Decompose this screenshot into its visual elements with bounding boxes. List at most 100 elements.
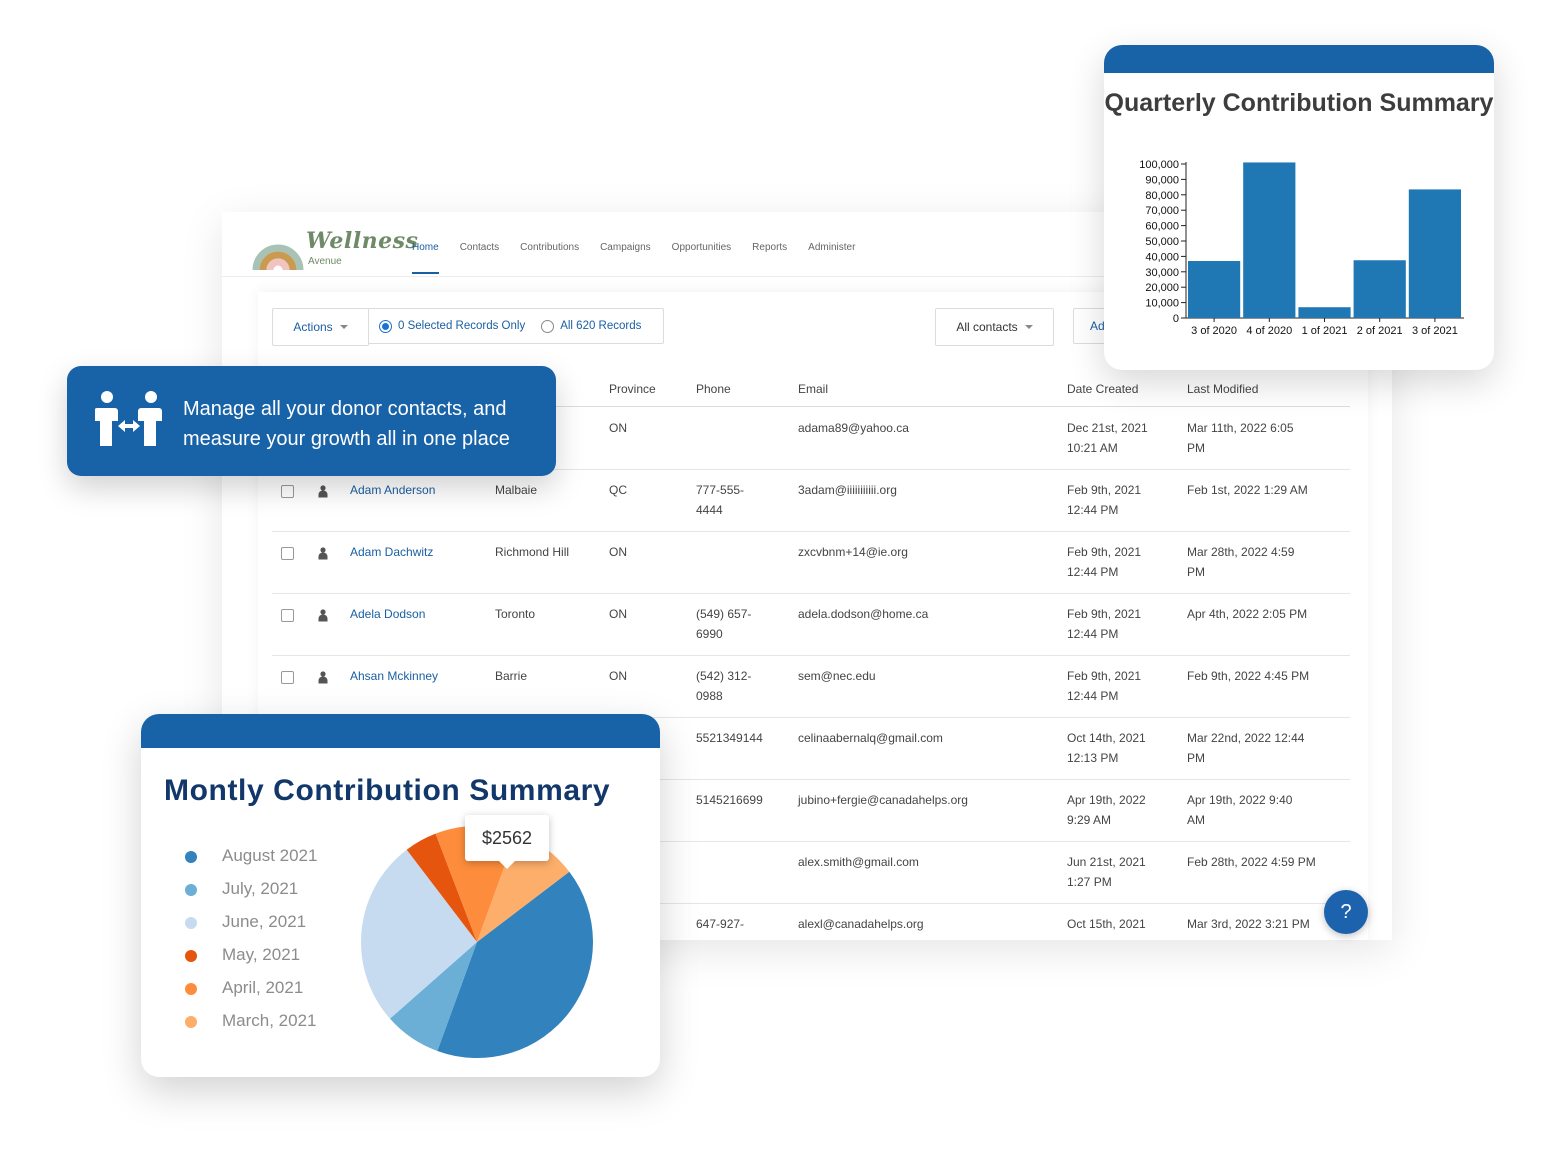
legend-dot: [185, 1016, 197, 1028]
y-tick-label: 0: [1173, 313, 1179, 325]
cell-modified: Mar 11th, 2022 6:05 PM: [1187, 421, 1294, 455]
all-records-radio[interactable]: [541, 319, 555, 333]
col-date-created[interactable]: Date Created: [1067, 382, 1139, 396]
nav-administer[interactable]: Administer: [808, 242, 856, 253]
cell-created: Apr 19th, 2022 9:29 AM: [1067, 793, 1146, 827]
nav-home[interactable]: Home: [412, 242, 439, 274]
col-email[interactable]: Email: [798, 382, 829, 396]
quarterly-bar-chart: 0 10,000 20,000 30,000 40,000 50,000 60,000 70,…: [1139, 159, 1464, 337]
table-row[interactable]: 5145216699 jubino+fergie@canadahelps.org A…: [272, 779, 1350, 842]
cell-created: Feb 9th, 2021 12:44 PM: [1067, 545, 1142, 579]
bar: [1408, 189, 1461, 318]
nav-reports[interactable]: Reports: [752, 242, 788, 253]
legend-item[interactable]: April, 2021: [185, 976, 345, 1000]
x-tick-label: 4 of 2020: [1246, 325, 1292, 337]
pie-tooltip: $2562: [465, 815, 549, 869]
actions-dropdown[interactable]: Actions: [272, 308, 369, 346]
cell-province: ON: [609, 607, 627, 621]
callout-text: Manage all your donor contacts, and meas…: [183, 398, 510, 450]
legend-dot: [185, 917, 197, 929]
row-checkbox[interactable]: [281, 547, 294, 560]
pie-slice[interactable]: [406, 833, 477, 942]
brand-subtitle: Avenue: [308, 256, 342, 267]
cell-phone: (549) 657- 6990: [696, 607, 752, 641]
nav-campaigns[interactable]: Campaigns: [600, 242, 651, 253]
bar: [1353, 260, 1406, 318]
cell-city: Malbaie: [495, 483, 538, 497]
y-tick-label: 30,000: [1145, 267, 1179, 279]
rainbow-logo-icon: [252, 244, 304, 271]
cell-modified: Feb 9th, 2022 4:45 PM: [1187, 669, 1310, 683]
table-row[interactable]: Adela Dodson Toronto ON (549) 657- 6990 adel…: [272, 593, 1350, 656]
table-row[interactable]: ON adama89@yahoo.ca Dec 21st, 2021 10:21 A…: [272, 407, 1350, 470]
cell-name[interactable]: Adam Dachwitz: [350, 545, 434, 559]
legend-item[interactable]: July, 2021: [185, 877, 345, 901]
table-row[interactable]: alex.smith@gmail.com Jun 21st, 2021 1:27 …: [272, 841, 1350, 904]
col-province[interactable]: Province: [609, 382, 656, 396]
all-records-label[interactable]: All 620 Records: [560, 320, 642, 332]
feature-callout: Manage all your donor contacts, and meas…: [67, 366, 556, 476]
row-checkbox[interactable]: [281, 671, 294, 684]
y-tick-label: 70,000: [1145, 205, 1179, 217]
y-tick-label: 60,000: [1145, 221, 1179, 233]
card-header-band: [141, 714, 660, 748]
nav-opportunities[interactable]: Opportunities: [671, 242, 732, 253]
row-checkbox[interactable]: [281, 609, 294, 622]
col-phone[interactable]: Phone: [696, 382, 731, 396]
pie-slice[interactable]: [361, 849, 477, 1019]
cell-modified: Apr 4th, 2022 2:05 PM: [1187, 607, 1308, 621]
col-last-modified[interactable]: Last Modified: [1187, 382, 1259, 396]
legend-item[interactable]: March, 2021: [185, 1009, 345, 1033]
contacts-filter-select[interactable]: All contacts: [935, 308, 1054, 346]
legend-dot: [185, 983, 197, 995]
cell-created: Feb 9th, 2021 12:44 PM: [1067, 607, 1142, 641]
legend-item[interactable]: June, 2021: [185, 910, 345, 934]
legend-item[interactable]: August 2021: [185, 844, 345, 868]
table-row[interactable]: Ahsan Mckinney Barrie ON (542) 312- 0988 sem…: [272, 655, 1350, 718]
legend-item[interactable]: May, 2021: [185, 943, 345, 967]
legend-label: June, 2021: [222, 912, 307, 931]
brand-logo[interactable]: Wellness Avenue: [252, 224, 422, 272]
cell-created: Feb 9th, 2021 12:44 PM: [1067, 669, 1142, 703]
cell-province: ON: [609, 545, 627, 559]
monthly-pie-chart: [361, 826, 594, 1058]
cell-modified: Mar 3rd, 2022 3:21 PM: [1187, 917, 1310, 931]
y-tick-label: 80,000: [1145, 190, 1179, 202]
card-header-band: [1104, 45, 1494, 73]
x-tick-label: 3 of 2021: [1412, 325, 1458, 337]
table-row[interactable]: Adam Anderson Malbaie QC 777-555- 4444 3adam…: [272, 469, 1350, 532]
cell-name[interactable]: Ahsan Mckinney: [350, 669, 439, 683]
cell-email: adela.dodson@home.ca: [798, 607, 929, 621]
y-tick-label: 100,000: [1139, 159, 1179, 171]
legend-label: July, 2021: [222, 879, 299, 898]
cell-email: celinaabernalq@gmail.com: [798, 731, 943, 745]
cell-city: Toronto: [495, 607, 536, 621]
pie-slice[interactable]: [437, 871, 594, 1058]
main-nav: Home Contacts Contributions Campaigns Op…: [412, 242, 856, 274]
person-icon: [318, 485, 328, 498]
cell-name[interactable]: Adam Anderson: [350, 483, 436, 497]
monthly-chart-title: Montly Contribution Summary: [164, 774, 611, 807]
table-row[interactable]: 647-927- alexl@canadahelps.org Oct 15th, 2…: [272, 903, 1350, 940]
pie-slice[interactable]: [389, 942, 477, 1052]
bar: [1243, 162, 1296, 318]
help-button[interactable]: ?: [1324, 890, 1368, 934]
selected-only-radio[interactable]: [379, 319, 392, 333]
brand-name: Wellness: [306, 228, 419, 254]
cell-email: 3adam@iiiiiiiiiii.org: [798, 483, 897, 497]
y-tick-label: 40,000: [1145, 251, 1179, 263]
cell-created: Oct 14th, 2021 12:13 PM: [1067, 731, 1146, 765]
table-row[interactable]: 5521349144 celinaabernalq@gmail.com Oct 14…: [272, 717, 1350, 780]
cell-name[interactable]: Adela Dodson: [350, 607, 426, 621]
row-checkbox[interactable]: [281, 485, 294, 498]
nav-contacts[interactable]: Contacts: [459, 242, 500, 253]
cell-email: sem@nec.edu: [798, 669, 876, 683]
nav-contributions[interactable]: Contributions: [520, 242, 580, 253]
people-exchange-icon: [95, 391, 162, 446]
cell-modified: Apr 19th, 2022 9:40 AM: [1187, 793, 1293, 827]
selected-only-label[interactable]: 0 Selected Records Only: [398, 320, 526, 332]
cell-phone: 777-555- 4444: [696, 483, 745, 517]
table-row[interactable]: Adam Dachwitz Richmond Hill ON zxcvbnm+14@i…: [272, 531, 1350, 594]
record-scope-group: 0 Selected Records Only All 620 Records: [368, 308, 664, 344]
cell-email: alexl@canadahelps.org: [798, 917, 924, 931]
